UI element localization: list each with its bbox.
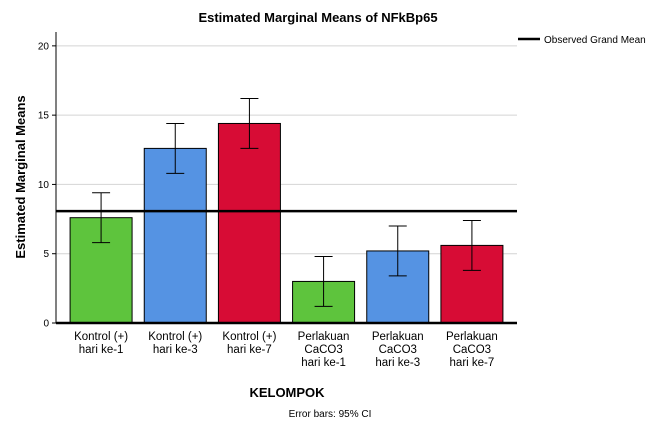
bars	[69, 122, 504, 324]
legend-label: Observed Grand Mean	[544, 35, 646, 46]
x-category-label: hari ke-1	[301, 357, 346, 369]
y-tick-label: 20	[38, 41, 50, 52]
x-category-label: hari ke-7	[450, 357, 495, 369]
y-tick-label: 10	[38, 180, 50, 191]
footnote: Error bars: 95% CI	[289, 409, 372, 420]
x-category-label: CaCO3	[453, 344, 491, 356]
legend: Observed Grand Mean	[518, 35, 646, 46]
bar	[143, 147, 207, 324]
y-tick-label: 15	[38, 111, 50, 122]
x-category-label: Perlakuan	[372, 331, 424, 343]
y-tick-label: 0	[43, 319, 49, 330]
x-category-label: Perlakuan	[446, 331, 498, 343]
x-category-label: Kontrol (+)	[222, 331, 276, 343]
y-axis-title: Estimated Marginal Means	[13, 95, 28, 258]
x-category-label: Perlakuan	[298, 331, 350, 343]
x-category-label: hari ke-3	[375, 357, 420, 369]
y-axis-ticks: 0 5 10 15 20	[38, 41, 56, 330]
x-category-label: hari ke-3	[153, 344, 198, 356]
bar	[217, 122, 281, 324]
x-category-label: hari ke-7	[227, 344, 272, 356]
chart-title: Estimated Marginal Means of NFkBp65	[198, 10, 437, 25]
x-axis-title: KELOMPOK	[249, 385, 325, 400]
x-category-label: Kontrol (+)	[74, 331, 128, 343]
x-category-label: hari ke-1	[79, 344, 124, 356]
error-bars	[92, 98, 481, 307]
gridlines	[56, 45, 517, 255]
x-category-label: Kontrol (+)	[148, 331, 202, 343]
x-category-label: CaCO3	[304, 344, 342, 356]
y-tick-label: 5	[43, 249, 49, 260]
x-category-label: CaCO3	[379, 344, 417, 356]
